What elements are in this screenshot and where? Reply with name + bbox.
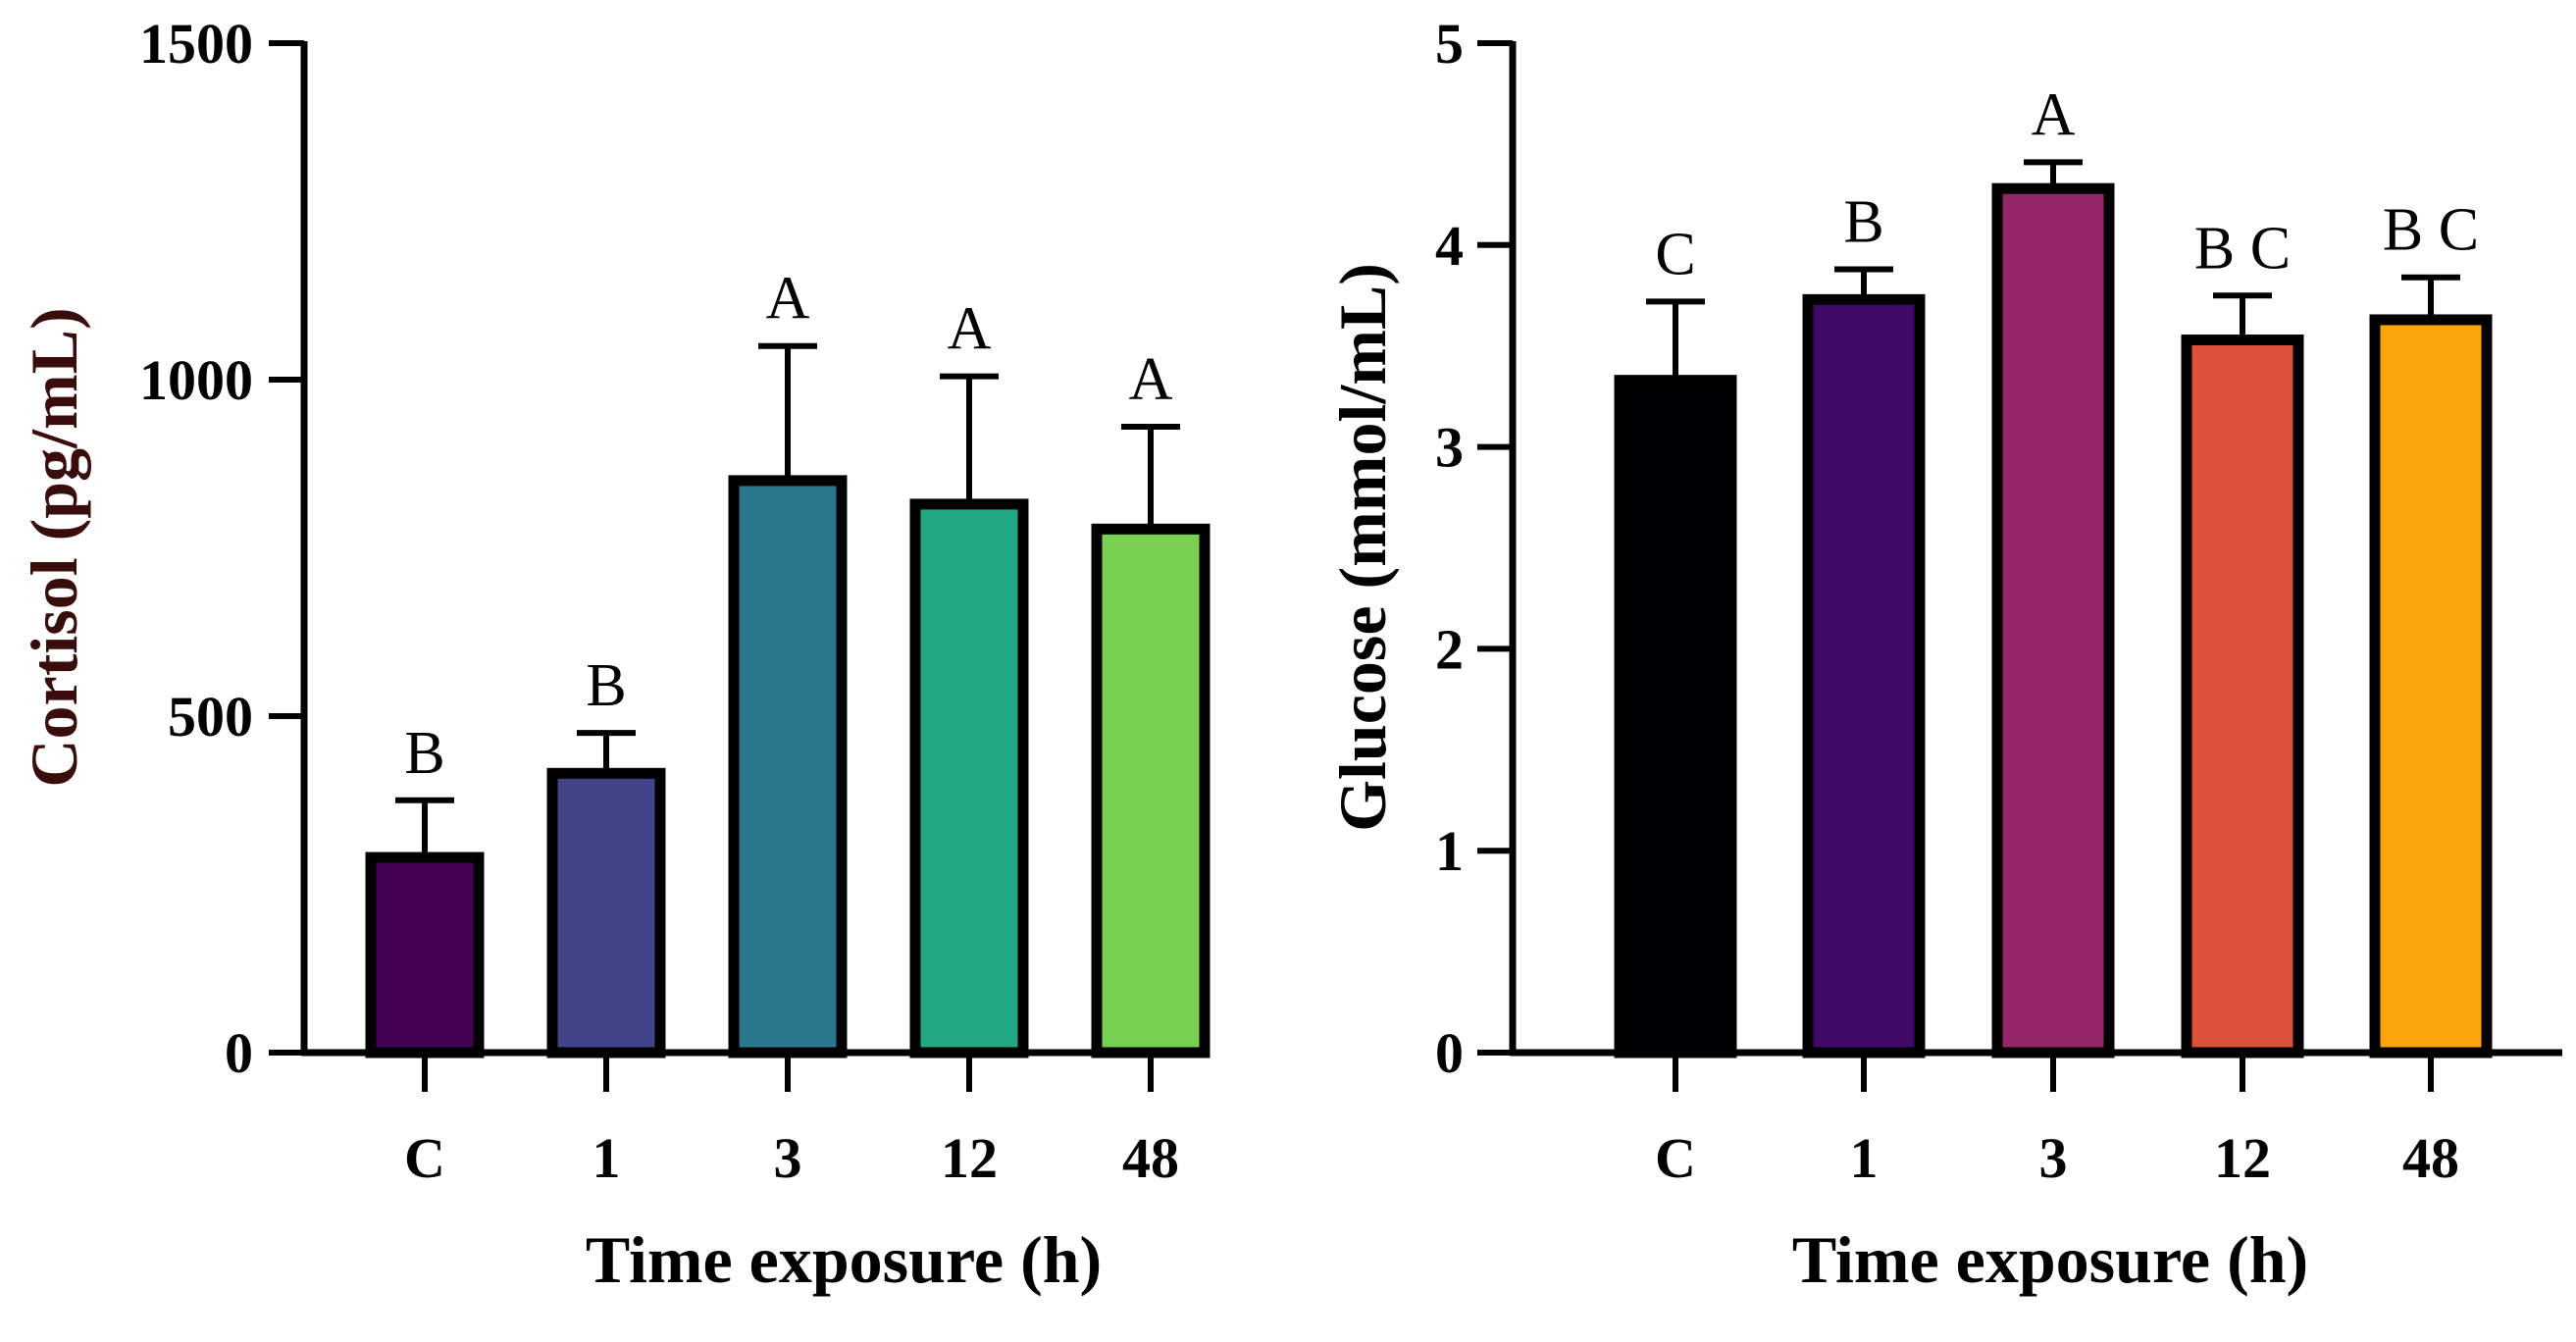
bar <box>909 498 1029 1058</box>
x-tick-label: 1 <box>1850 1126 1879 1190</box>
x-tick-label: C <box>1655 1126 1696 1190</box>
x-axis-title: Time exposure (h) <box>586 1222 1102 1297</box>
x-tick-label: 1 <box>592 1126 621 1190</box>
bar <box>546 767 666 1058</box>
x-axis-title: Time exposure (h) <box>1792 1222 2308 1297</box>
x-tick-label: 3 <box>2039 1126 2068 1190</box>
significance-label: A <box>766 266 810 333</box>
y-tick-label: 0 <box>1435 1021 1464 1085</box>
bar <box>1991 182 2115 1058</box>
significance-label: B C <box>2194 215 2291 282</box>
significance-label: B <box>404 720 444 787</box>
x-tick-label: 48 <box>1122 1126 1179 1190</box>
cortisol-chart: B B A A A 0 500 1000 1500 C 1 3 12 48 Time exposure (h… <box>17 12 1211 1297</box>
y-tick-label: 1 <box>1435 819 1464 883</box>
x-tick-label: 12 <box>941 1126 998 1190</box>
x-tick-label: 48 <box>2402 1126 2459 1190</box>
y-tick-label: 1500 <box>139 12 253 76</box>
bar <box>1091 523 1211 1058</box>
y-tick-label: 3 <box>1435 416 1464 480</box>
significance-label: A <box>1129 346 1173 413</box>
significance-label: B C <box>2383 197 2479 264</box>
x-tick-label: C <box>404 1126 445 1190</box>
bar <box>2181 335 2304 1058</box>
bar <box>365 852 485 1058</box>
y-tick-label: 0 <box>225 1021 253 1085</box>
y-tick-label: 5 <box>1435 12 1464 76</box>
bar <box>1802 293 1926 1058</box>
significance-label: A <box>948 296 992 363</box>
significance-label: A <box>2032 81 2076 148</box>
x-tick-label: 12 <box>2214 1126 2271 1190</box>
significance-label: C <box>1655 221 1695 287</box>
y-tick-label: 2 <box>1435 617 1464 681</box>
x-tick-label: 3 <box>774 1126 802 1190</box>
bar <box>2369 314 2493 1058</box>
significance-label: B <box>1843 188 1883 255</box>
bar <box>728 475 848 1058</box>
significance-label: B <box>586 652 626 719</box>
y-tick-label: 1000 <box>139 348 253 412</box>
y-tick-label: 4 <box>1435 214 1464 278</box>
bar <box>1614 375 1737 1058</box>
y-axis-title: Glucose (mmol/mL) <box>1325 263 1400 832</box>
y-axis-title: Cortisol (pg/mL) <box>17 307 91 787</box>
y-tick-label: 500 <box>168 685 253 748</box>
